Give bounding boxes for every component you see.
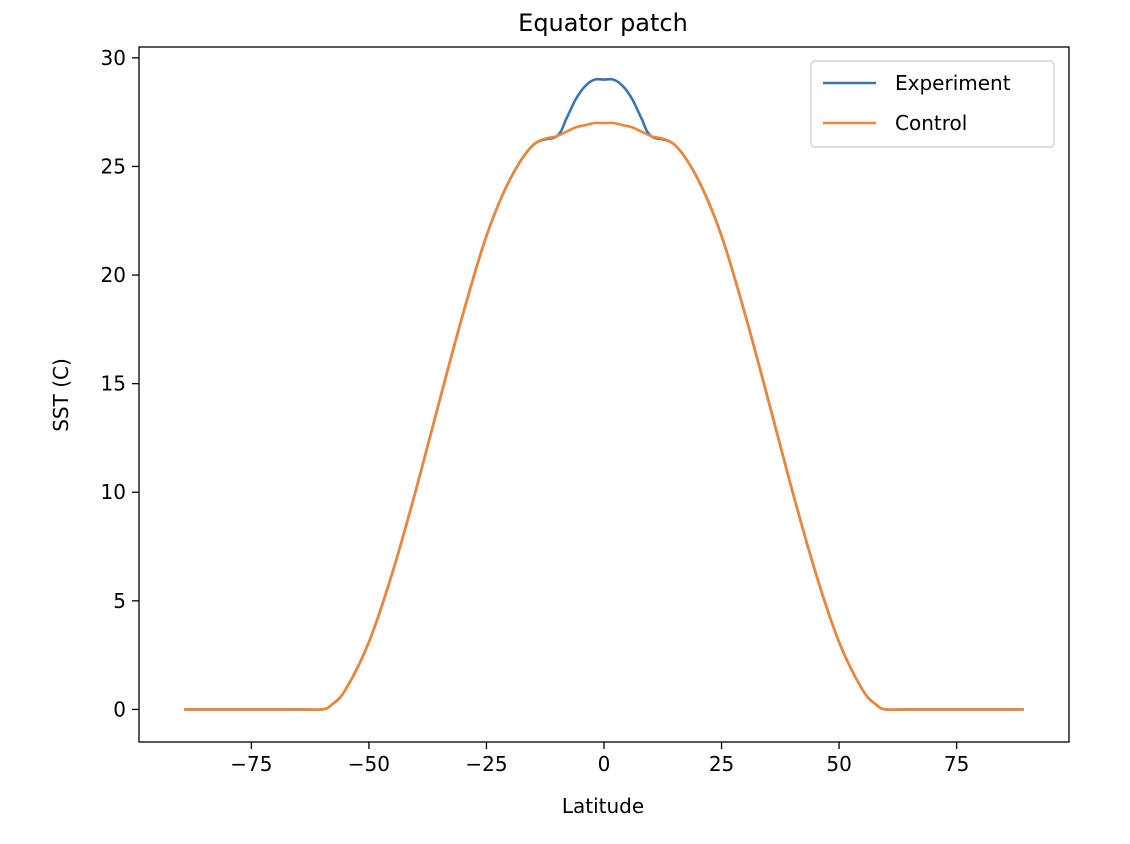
legend-label-control: Control [895,111,967,135]
y-tick-label: 0 [113,697,126,721]
y-tick-label: 10 [101,480,126,504]
plot-area [184,77,1024,712]
x-tick-label: −75 [230,752,272,776]
x-axis: −75 −50 −25 0 25 50 75 [230,742,969,776]
x-tick-label: 75 [944,752,969,776]
series-line-control [184,121,1024,712]
x-tick-label: −50 [348,752,390,776]
x-tick-label: 25 [709,752,734,776]
x-axis-label: Latitude [562,794,644,818]
x-tick-label: −25 [465,752,507,776]
y-tick-label: 25 [101,154,126,178]
series-line-experiment [184,77,1024,712]
legend-label-experiment: Experiment [895,71,1011,95]
y-tick-label: 5 [113,589,126,613]
legend: Experiment Control [810,60,1055,148]
plot-frame [138,46,1070,743]
y-tick-label: 15 [101,372,126,396]
y-axis: 0 5 10 15 20 25 30 [101,46,139,721]
y-axis-label: SST (C) [49,358,73,432]
x-tick-label: 50 [826,752,851,776]
chart-title: Equator patch [518,9,688,37]
y-tick-label: 20 [101,263,126,287]
y-tick-label: 30 [101,46,126,70]
x-tick-label: 0 [598,752,611,776]
